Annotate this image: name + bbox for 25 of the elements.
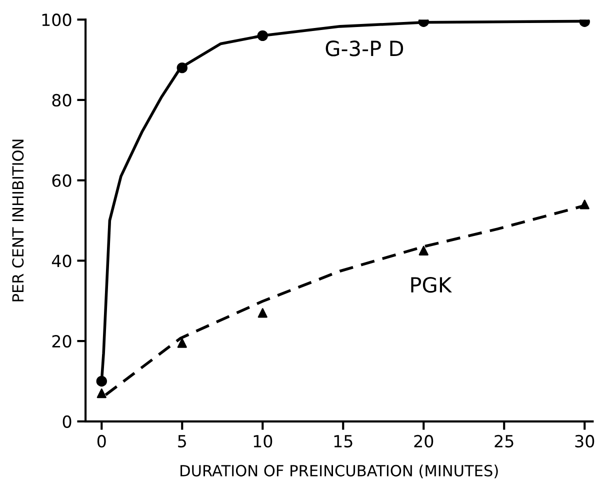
y-axis-title: PER CENT INHIBITION	[12, 140, 24, 302]
x-axis-title: DURATION OF PREINCUBATION (MINUTES)	[180, 464, 498, 478]
y-tick-label: 20	[52, 335, 72, 348]
y-tick-label: 40	[52, 254, 72, 268]
x-tick-label: 20	[414, 434, 434, 448]
point	[257, 30, 268, 42]
y-tick-label: 0	[62, 415, 72, 428]
x-tick-label: 10	[254, 434, 272, 448]
x-tick-label: 25	[494, 434, 514, 448]
point	[258, 308, 268, 318]
y-tick-label: 60	[52, 174, 72, 187]
x-tick-label: 15	[334, 435, 352, 448]
y-tick-label: 80	[52, 94, 72, 107]
point	[176, 62, 188, 74]
point	[580, 200, 590, 210]
point	[418, 246, 428, 256]
point	[177, 338, 187, 348]
x-tick-label: 0	[97, 434, 106, 448]
x-tick-label: 30	[575, 434, 594, 448]
point	[96, 376, 107, 387]
series-label: PGK	[411, 276, 452, 293]
series-label: G-3-P D	[326, 40, 404, 56]
x-tick-label: 5	[178, 435, 186, 448]
y-tick-label: 100	[42, 14, 72, 26]
point	[96, 388, 106, 398]
